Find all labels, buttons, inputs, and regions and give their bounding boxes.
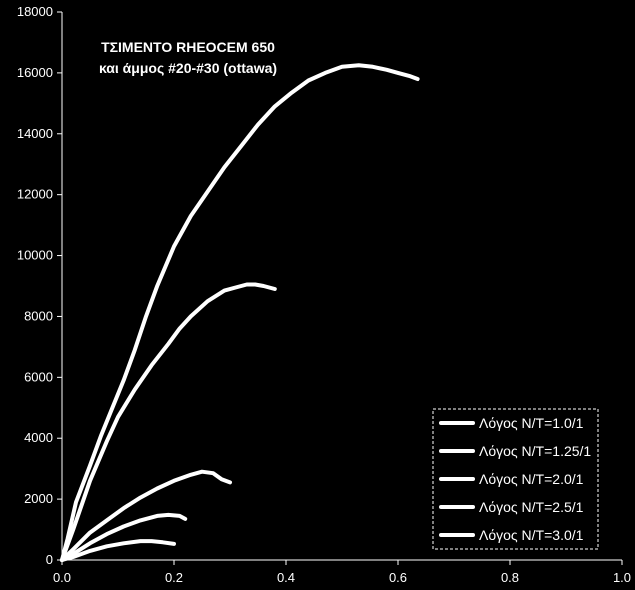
- x-tick-label: 0.6: [389, 570, 407, 585]
- legend-label: Λόγος Ν/Τ=1.25/1: [479, 443, 591, 459]
- y-tick-label: 4000: [24, 430, 53, 445]
- y-tick-label: 14000: [17, 126, 53, 141]
- y-tick-label: 16000: [17, 65, 53, 80]
- series-lines: [60, 63, 420, 562]
- legend-label: Λόγος Ν/Τ=3.0/1: [479, 527, 584, 543]
- chart-title-line-2: και άμμος #20-#30 (ottawa): [99, 60, 277, 76]
- chart-title: ΤΣΙΜΕΝΤΟ RHEOCEM 650 και άμμος #20-#30 (…: [99, 39, 277, 76]
- series-line-1: [60, 63, 420, 562]
- y-tick-label: 12000: [17, 187, 53, 202]
- y-tick-label: 8000: [24, 308, 53, 323]
- series-line-3: [60, 469, 232, 562]
- x-tick-label: 1.0: [613, 570, 631, 585]
- series-line-4: [60, 512, 188, 562]
- legend-label: Λόγος Ν/Τ=2.0/1: [479, 471, 584, 487]
- axes: [57, 11, 623, 565]
- legend: Λόγος Ν/Τ=1.0/1 Λόγος Ν/Τ=1.25/1 Λόγος Ν/Τ…: [432, 408, 599, 550]
- series-line-2: [60, 282, 277, 562]
- x-tick-label: 0.8: [501, 570, 519, 585]
- x-tick-label: 0.4: [277, 570, 295, 585]
- y-tick-label: 18000: [17, 4, 53, 19]
- x-tick-label: 0.0: [53, 570, 71, 585]
- y-tick-label: 2000: [24, 491, 53, 506]
- y-tick-label: 0: [46, 552, 53, 567]
- tick-labels: 0 2000 4000 6000 8000 10000 12000 14000 16000 180…: [17, 4, 631, 585]
- y-tick-label: 6000: [24, 369, 53, 384]
- legend-label: Λόγος Ν/Τ=1.0/1: [479, 415, 584, 431]
- y-tick-label: 10000: [17, 248, 53, 263]
- chart-title-line-1: ΤΣΙΜΕΝΤΟ RHEOCEM 650: [101, 39, 275, 55]
- series-line-5: [60, 539, 176, 562]
- x-tick-label: 0.2: [165, 570, 183, 585]
- legend-label: Λόγος Ν/Τ=2.5/1: [479, 499, 584, 515]
